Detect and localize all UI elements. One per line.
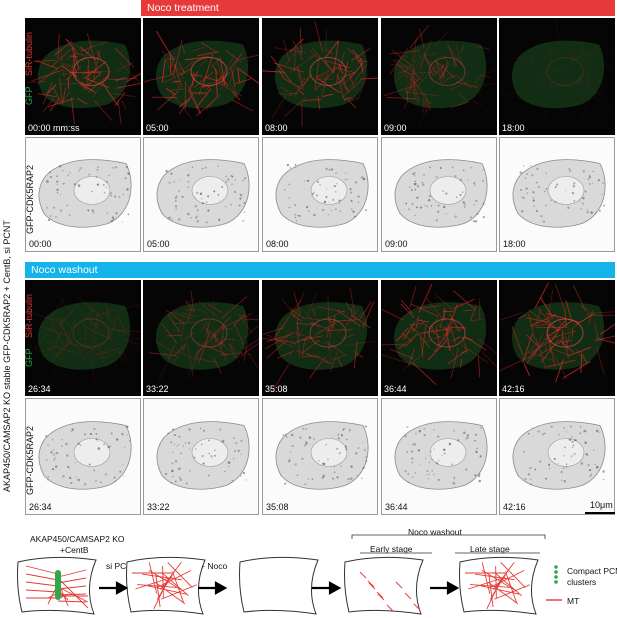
timestamp: 35:08 <box>265 384 288 394</box>
grayscale-panel-r2-c1: 00:00 GFP-CDK5RAP2 <box>25 137 141 252</box>
washout-bracket <box>351 534 546 539</box>
timestamp: 05:00 <box>147 239 170 249</box>
cell-image <box>156 421 250 490</box>
noco-treatment-label: Noco treatment <box>147 2 219 14</box>
schematic-cell-3 <box>239 556 319 615</box>
fluorescence-panel-r1-c2: 05:00 <box>143 18 259 135</box>
noco-treatment-banner: Noco treatment <box>141 0 615 16</box>
channel-label-sir-tubulin: SiR-tubulin <box>25 293 34 338</box>
schematic-drawing <box>17 534 562 615</box>
timestamp: 42:16 <box>502 384 525 394</box>
cell-image <box>394 159 488 228</box>
cell-image <box>275 159 369 228</box>
channel-label-sir-tubulin: SiR-tubulin <box>25 31 34 76</box>
legend-mt-label: MT <box>567 596 580 606</box>
cell-image <box>27 33 141 125</box>
grayscale-panel-r2-c4: 09:00 <box>381 137 497 252</box>
channel-label-gfp: GFP <box>25 86 34 105</box>
fluorescence-panel-r1-c1: 00:00 mm:ss SiR-tubulin GFP <box>25 18 141 135</box>
schematic-cell-2 <box>126 556 206 615</box>
channel-label-gfp-cdk5rap2: GFP-CDK5RAP2 <box>25 425 35 495</box>
cell-image <box>383 25 497 127</box>
schematic-start-label-2: +CentB <box>60 545 89 555</box>
cell-image <box>38 159 132 228</box>
fluorescence-panel-r1-c5: 18:00 <box>499 18 615 135</box>
schematic-start-label-1: AKAP450/CAMSAP2 KO <box>30 534 125 544</box>
timestamp: 09:00 <box>384 123 407 133</box>
grayscale-panel-r2-c2: 05:00 <box>143 137 259 252</box>
arrow-1 <box>99 581 129 595</box>
timestamp: 00:00 mm:ss <box>28 123 80 133</box>
timestamp: 26:34 <box>29 502 52 512</box>
cell-image <box>149 290 259 388</box>
schematic-washout-header: Noco washout <box>408 527 462 537</box>
cell-image <box>156 159 250 228</box>
schematic-late-stage: Late stage <box>470 544 510 554</box>
grayscale-panel-r4-c5: 42:16 <box>499 398 615 515</box>
timestamp: 26:34 <box>28 384 51 394</box>
cell-image <box>143 30 259 120</box>
arrow-4 <box>430 581 460 595</box>
cell-image <box>512 159 606 228</box>
arrow-2 <box>198 581 228 595</box>
scale-bar-label: 10μm <box>590 500 613 510</box>
schematic-cell-1 <box>17 556 97 615</box>
timestamp: 09:00 <box>385 239 408 249</box>
cell-image <box>262 287 375 393</box>
fluorescence-panel-r1-c3: 08:00 <box>262 18 378 135</box>
timestamp: 08:00 <box>266 239 289 249</box>
timestamp: 33:22 <box>146 384 169 394</box>
channel-label-gfp: GFP <box>25 348 34 367</box>
schematic-step-noco: + Noco <box>200 561 228 571</box>
legend-pcm-label-1: Compact PCM <box>567 566 617 576</box>
timestamp: 18:00 <box>503 239 526 249</box>
cell-image <box>381 284 497 385</box>
cell-image <box>499 282 615 383</box>
schematic-early-stage: Early stage <box>370 544 413 554</box>
timestamp: 08:00 <box>265 123 288 133</box>
timestamp: 36:44 <box>385 502 408 512</box>
fluorescence-panel-r3-c2: 33:22 <box>143 280 259 396</box>
schematic-step-sipcnt: si PCNT <box>106 561 138 571</box>
timestamp: 33:22 <box>147 502 170 512</box>
fluorescence-panel-r3-c3: 35:08 <box>262 280 378 396</box>
fluorescence-panel-r3-c1: 26:34 SiR-tubulin GFP <box>25 280 141 396</box>
noco-washout-label: Noco washout <box>31 264 98 276</box>
channel-label-gfp-cdk5rap2: GFP-CDK5RAP2 <box>25 164 35 234</box>
timestamp: 42:16 <box>503 502 526 512</box>
cell-image <box>25 294 141 389</box>
grayscale-panel-r4-c3: 35:08 <box>262 398 378 515</box>
legend-pcm-label-2: clusters <box>567 577 597 587</box>
grayscale-panel-r4-c2: 33:22 <box>143 398 259 515</box>
timestamp: 35:08 <box>266 502 289 512</box>
schematic-cell-5 <box>459 556 539 615</box>
timestamp: 00:00 <box>29 239 52 249</box>
schematic-cell-4 <box>344 556 424 615</box>
cell-image <box>38 421 132 490</box>
grayscale-panel-r2-c5: 18:00 <box>499 137 615 252</box>
legend-pcm-icon <box>554 565 558 584</box>
timestamp: 05:00 <box>146 123 169 133</box>
scale-bar <box>585 512 615 514</box>
cell-image <box>394 421 488 490</box>
cell-image <box>275 421 369 490</box>
timestamp: 36:44 <box>384 384 407 394</box>
fluorescence-panel-r3-c4: 36:44 <box>381 280 497 396</box>
side-label: AKAP450/CAMSAP2 KO stable GFP-CDK5RAP2 +… <box>2 220 12 492</box>
fluorescence-panel-r1-c4: 09:00 <box>381 18 497 135</box>
grayscale-panel-r4-c1: 26:34 GFP-CDK5RAP2 <box>25 398 141 515</box>
grayscale-panel-r4-c4: 36:44 <box>381 398 497 515</box>
cell-image <box>262 21 378 127</box>
timestamp: 18:00 <box>502 123 525 133</box>
noco-washout-banner: Noco washout <box>25 262 615 278</box>
grayscale-panel-r2-c3: 08:00 <box>262 137 378 252</box>
fluorescence-panel-r3-c5: 42:16 <box>499 280 615 396</box>
cell-image <box>499 18 615 124</box>
cell-image <box>512 421 606 490</box>
arrow-3 <box>312 581 342 595</box>
